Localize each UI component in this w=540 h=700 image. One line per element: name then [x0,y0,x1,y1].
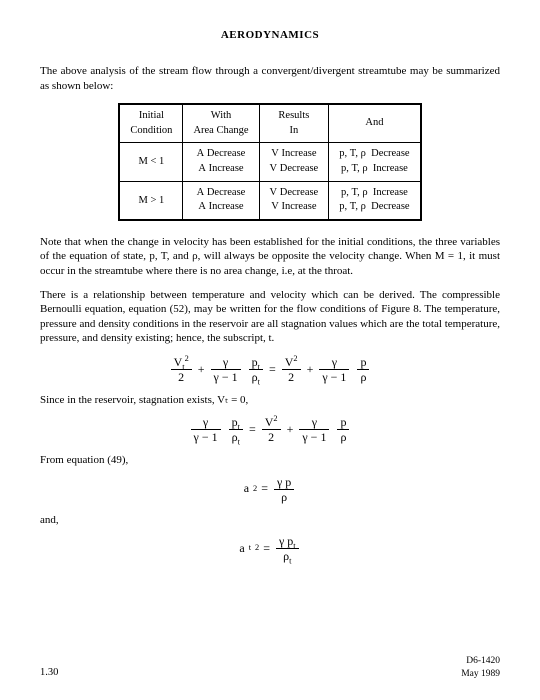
summary-table-wrap: InitialCondition WithArea Change Results… [40,103,500,221]
page-title: AERODYNAMICS [40,28,500,42]
table-row: M < 1 A DecreaseA Increase V IncreaseV D… [119,143,420,181]
summary-table: InitialCondition WithArea Change Results… [118,103,421,221]
col-header-results: ResultsIn [259,104,329,143]
col-header-initial: InitialCondition [119,104,183,143]
label-since: Since in the reservoir, stagnation exist… [40,393,500,407]
intro-paragraph: The above analysis of the stream flow th… [40,64,500,93]
equation-4: at2 = γ ptρt [40,535,500,562]
table-header-row: InitialCondition WithArea Change Results… [119,104,420,143]
page-number: 1.30 [40,666,58,680]
equation-2: γγ − 1 ptρt = V22 + γγ − 1 pρ [40,415,500,443]
paragraph-3: There is a relationship between temperat… [40,288,500,345]
cell-results-1: V DecreaseV Increase [259,181,329,220]
paragraph-2: Note that when the change in velocity ha… [40,235,500,278]
doc-id-block: D6-1420 May 1989 [461,655,500,680]
cell-cond-1: M > 1 [119,181,183,220]
cell-cond-0: M < 1 [119,143,183,181]
cell-and-1: p, T, ρ Increasep, T, ρ Decrease [329,181,421,220]
page-footer: 1.30 D6-1420 May 1989 [40,655,500,680]
equation-1: Vt22 + γγ − 1 ptρt = V22 + γγ − 1 pρ [40,355,500,383]
cell-results-0: V IncreaseV Decrease [259,143,329,181]
cell-and-0: p, T, ρ Decreasep, T, ρ Increase [329,143,421,181]
doc-date: May 1989 [461,668,500,680]
table-row: M > 1 A DecreaseA Increase V DecreaseV I… [119,181,420,220]
col-header-area: WithArea Change [183,104,259,143]
cell-area-1: A DecreaseA Increase [183,181,259,220]
equation-3: a2 = γ pρ [40,476,500,503]
doc-id: D6-1420 [461,655,500,667]
label-and: and, [40,513,500,527]
col-header-and: And [329,104,421,143]
label-from49: From equation (49), [40,453,500,467]
cell-area-0: A DecreaseA Increase [183,143,259,181]
